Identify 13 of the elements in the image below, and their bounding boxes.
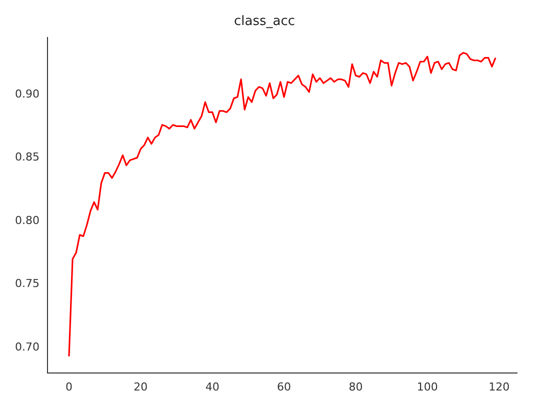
x-tick-label: 20 (134, 380, 148, 394)
x-tick-label: 100 (416, 380, 438, 394)
chart-title: class_acc (234, 14, 296, 30)
y-tick-label: 0.70 (14, 340, 40, 354)
y-tick-label: 0.75 (14, 277, 40, 290)
y-tick-label: 0.80 (14, 214, 40, 227)
x-tick-label: 40 (205, 380, 220, 394)
x-tick-label: 120 (488, 380, 510, 394)
y-tick-label: 0.85 (14, 150, 40, 164)
x-tick-label: 80 (348, 380, 363, 394)
y-tick-label: 0.90 (14, 87, 40, 100)
x-tick-label: 0 (65, 380, 72, 394)
x-tick-label: 60 (277, 380, 292, 394)
